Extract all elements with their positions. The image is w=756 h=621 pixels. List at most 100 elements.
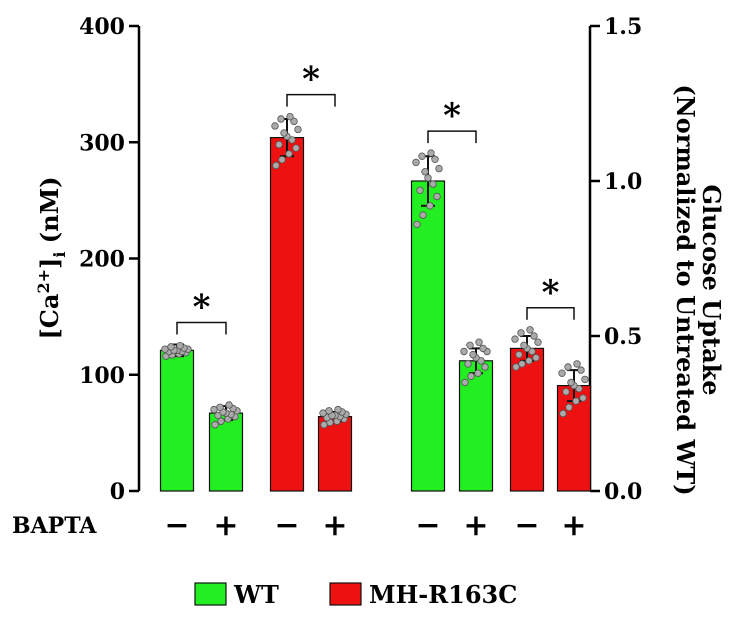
data-point (469, 350, 477, 359)
bapta-sign: + (213, 508, 238, 543)
data-point (479, 344, 487, 353)
data-point (558, 369, 566, 377)
labels: − + − + − + − +BAPTA (12, 508, 587, 543)
data-point (421, 167, 429, 176)
data-point (573, 360, 581, 368)
right-tick-label: 0.5 (604, 324, 642, 350)
data-point (280, 129, 288, 137)
data-point (176, 341, 184, 350)
right-axis-title-line2: (Normalized to Untreated WT) (671, 84, 700, 495)
significance-star: * (443, 96, 461, 136)
data-point (562, 388, 570, 396)
data-point (435, 164, 443, 173)
bars (159, 112, 592, 492)
data-point (431, 155, 439, 163)
data-point (418, 152, 426, 160)
bar-calcium-mh-r163c-2 (269, 137, 305, 492)
significance-bracket (427, 130, 477, 144)
bapta-row-label: BAPTA (12, 513, 97, 539)
right-axis-title-line1: Glucose Uptake (697, 184, 726, 395)
data-point (271, 122, 279, 130)
right-tick-label: 1.0 (604, 169, 642, 195)
data-point (474, 369, 482, 377)
left-tick-label: 200 (79, 247, 125, 273)
significance-markers: * * * * (176, 60, 575, 335)
data-point (325, 407, 333, 415)
data-point (564, 363, 572, 371)
data-point (275, 140, 283, 149)
right-tick-label: 0.0 (604, 479, 642, 505)
data-point (559, 409, 567, 418)
data-point (466, 341, 474, 349)
bapta-sign: − (514, 508, 539, 543)
legend-swatch-0 (194, 582, 227, 606)
data-point (520, 341, 528, 349)
data-point (526, 326, 534, 334)
data-point (290, 117, 298, 126)
data-point (285, 150, 293, 158)
legend-swatch-1 (329, 582, 362, 606)
data-point (475, 338, 483, 346)
bapta-sign: + (322, 508, 347, 543)
data-point (532, 354, 540, 362)
data-point (481, 363, 489, 371)
data-point (577, 366, 585, 374)
significance-star: * (193, 288, 211, 328)
data-point (217, 417, 225, 425)
bar-calcium-wt-0 (159, 349, 195, 492)
data-point (515, 350, 523, 359)
data-point (413, 220, 421, 229)
data-point (211, 421, 219, 429)
significance-bracket (176, 321, 227, 335)
data-point (579, 394, 587, 402)
bar-glucose-mh-r163c-6 (509, 347, 545, 492)
data-point (467, 372, 475, 380)
left-axis-title: [Ca2+]i (nM) (34, 176, 69, 339)
data-point (416, 186, 424, 194)
bapta-sign: + (561, 508, 586, 543)
legend: WT MH-R163C (194, 580, 517, 609)
left-tick-label: 100 (79, 363, 125, 389)
data-point (334, 405, 342, 414)
significance-star: * (542, 273, 560, 313)
legend-label-1: MH-R163C (369, 580, 517, 609)
bapta-sign: − (274, 508, 299, 543)
data-point (429, 180, 437, 188)
left-tick-label: 300 (79, 130, 125, 156)
left-tick-label: 0 (110, 479, 125, 505)
data-point (565, 403, 573, 411)
bar-calcium-mh-r163c-3 (317, 416, 353, 492)
data-point (460, 347, 468, 356)
right-tick-label: 1.5 (604, 14, 642, 40)
data-point (272, 161, 280, 170)
bapta-sign: + (463, 508, 488, 543)
data-point (288, 136, 296, 144)
data-point (286, 112, 294, 121)
legend-label-0: WT (233, 580, 279, 609)
data-point (567, 378, 575, 387)
data-point (278, 155, 286, 164)
bapta-sign: − (164, 508, 189, 543)
data-point (511, 335, 519, 343)
significance-star: * (302, 60, 320, 100)
data-point (427, 149, 435, 157)
data-point (214, 411, 222, 420)
data-point (461, 378, 469, 387)
bapta-sign: − (415, 508, 440, 543)
left-tick-label: 400 (79, 14, 125, 40)
data-point (534, 338, 542, 346)
data-point (525, 357, 533, 365)
data-point (216, 403, 224, 411)
significance-bracket (286, 93, 336, 107)
data-point (424, 174, 432, 182)
data-point (512, 363, 520, 371)
data-point (426, 202, 434, 210)
significance-bracket (526, 307, 575, 320)
data-point (572, 397, 580, 405)
data-point (464, 360, 472, 368)
data-point (419, 211, 427, 219)
data-point (517, 329, 525, 337)
data-point (412, 158, 420, 167)
